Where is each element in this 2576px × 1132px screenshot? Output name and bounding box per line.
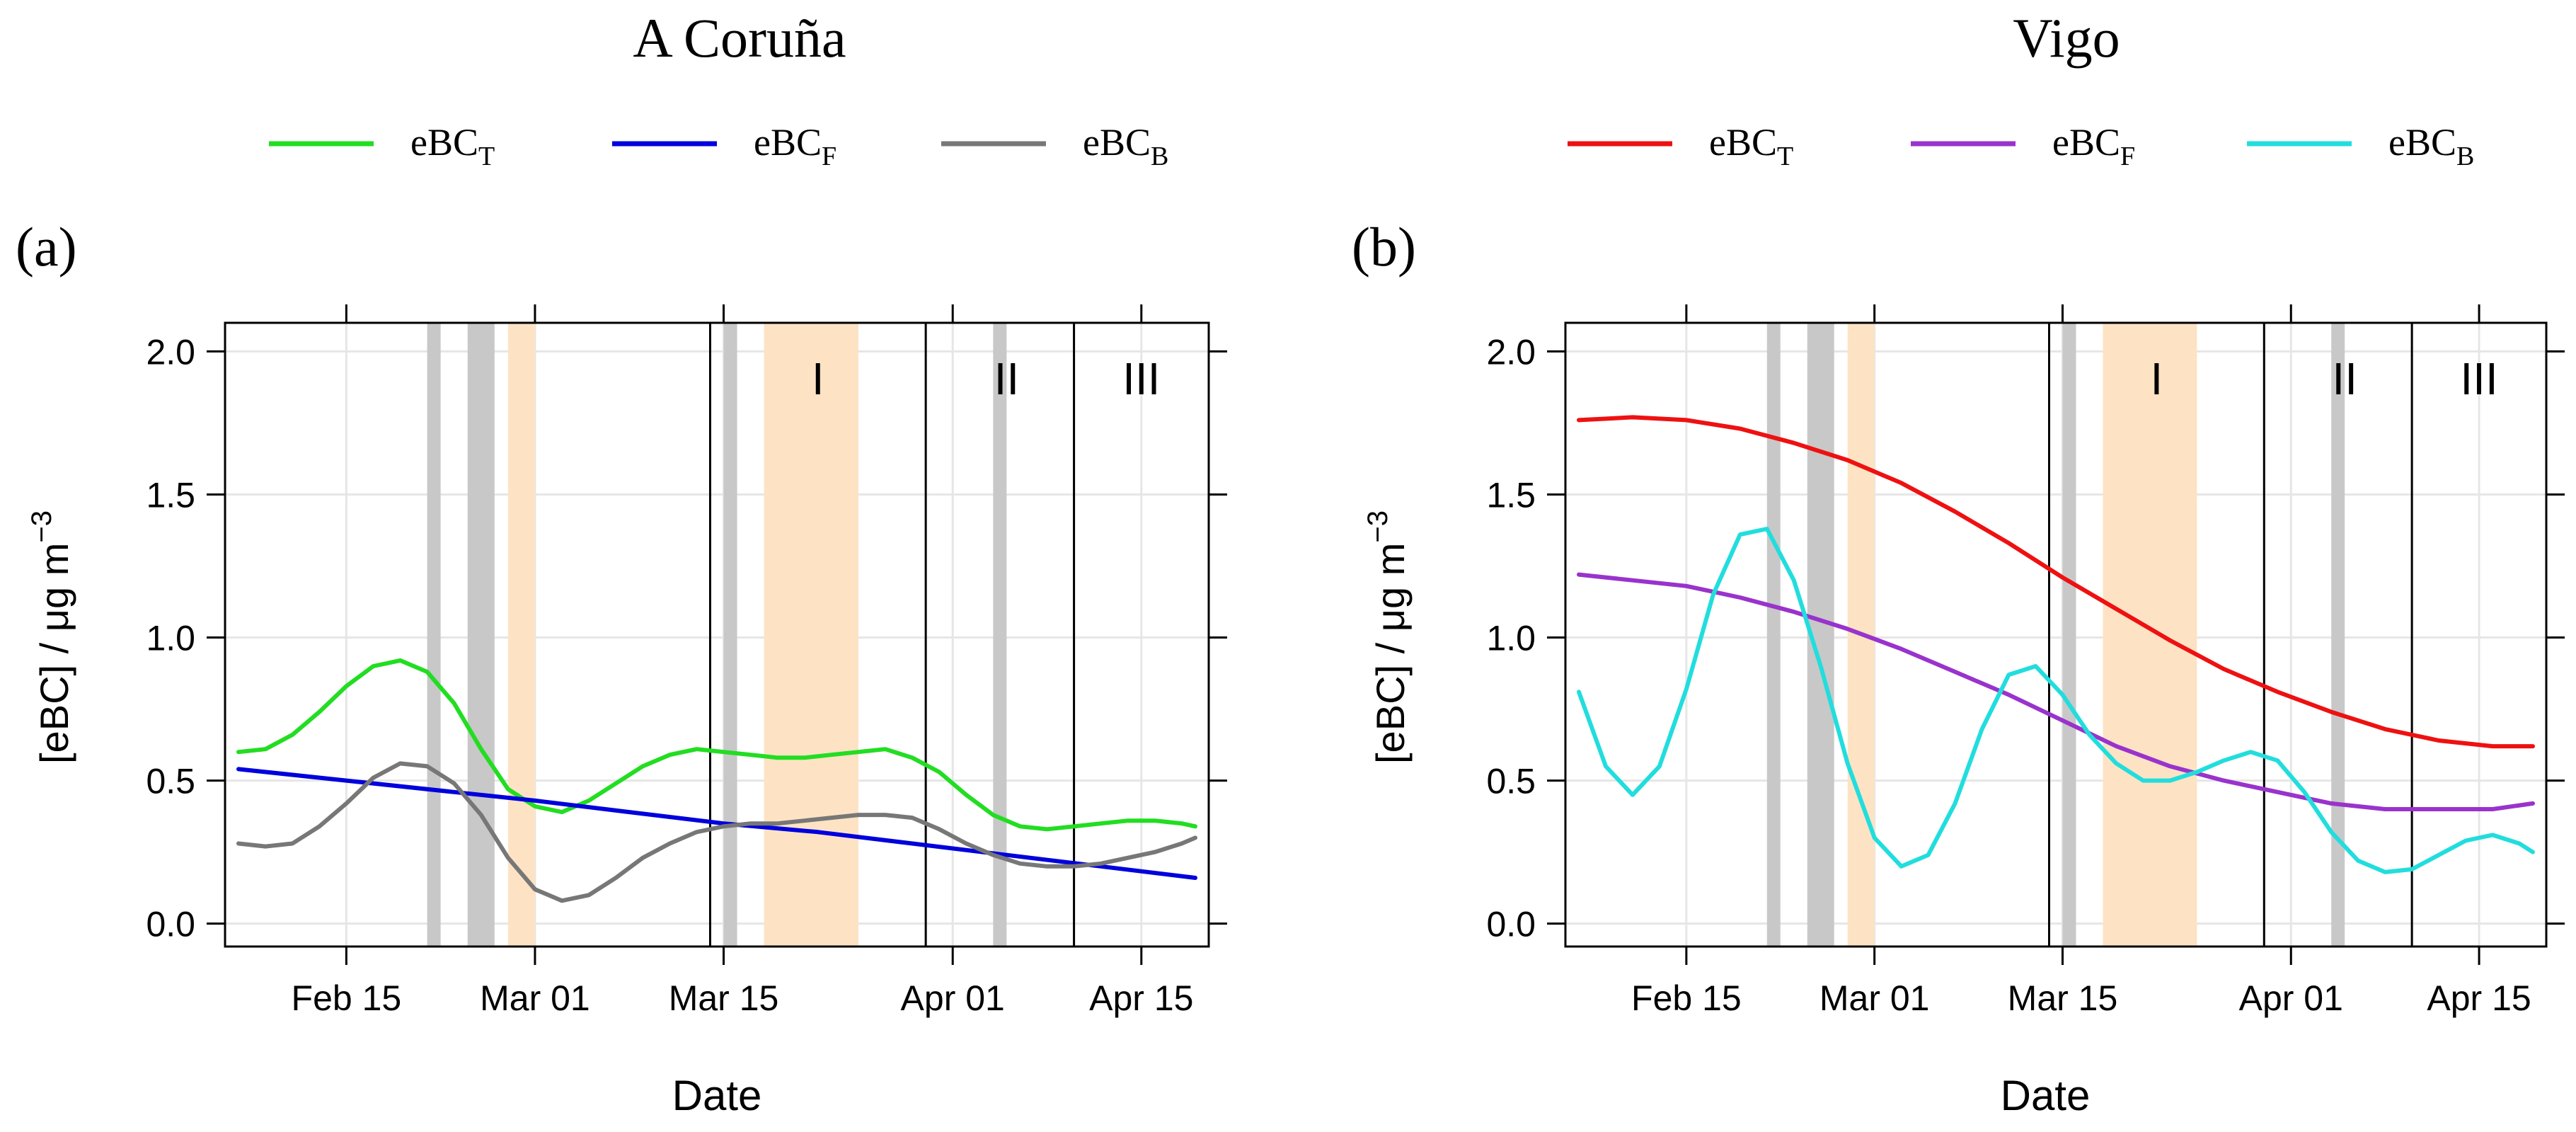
gray-band (993, 323, 1007, 947)
x-tick-label: Apr 15 (2427, 978, 2531, 1018)
legend-label-main: eBC (1083, 121, 1151, 164)
event-bands (1766, 323, 2345, 947)
x-tick-label: Mar 15 (2008, 978, 2118, 1018)
legend-label-eBCT: eBCT (1709, 121, 1793, 171)
orange-band (764, 323, 858, 947)
orange-band (507, 323, 535, 947)
legend-label-main: eBC (410, 121, 478, 164)
y-axis-label: [eBC] / μg m−3 (1362, 510, 1413, 764)
period-label: I (812, 353, 824, 404)
panel-label: (b) (1352, 216, 1416, 278)
series-line-eBCB (1577, 527, 2535, 874)
legend-label-main: eBC (2052, 121, 2120, 164)
legend-label-eBCB: eBCB (2388, 121, 2474, 171)
gray-band (2331, 323, 2345, 947)
y-tick-label: 0.5 (1486, 762, 1536, 801)
y-tick-label: 0.0 (146, 905, 195, 944)
x-tick-label: Apr 15 (1089, 978, 1193, 1018)
series-line-eBCT (1577, 415, 2535, 749)
legend-label-main: eBC (1709, 121, 1777, 164)
gray-band (2062, 323, 2076, 947)
y-tick-label: 2.0 (146, 332, 195, 372)
legend-label-main: eBC (754, 121, 822, 164)
legend-label-sub: F (822, 142, 836, 171)
series-lines (236, 658, 1197, 903)
event-bands (427, 323, 1007, 947)
x-tick-label: Apr 01 (2239, 978, 2343, 1018)
plot-frame (1564, 321, 2548, 948)
legend-label-eBCT: eBCT (410, 121, 495, 171)
y-axis-label-main: [eBC] / μg m (32, 543, 76, 764)
series-line-eBCF (1577, 572, 2535, 811)
orange-band (2103, 323, 2197, 947)
x-tick-label: Apr 01 (901, 978, 1005, 1018)
y-axis-label-sup: −3 (26, 510, 57, 543)
legend-label-eBCF: eBCF (2052, 121, 2135, 171)
period-label: I (2151, 353, 2163, 404)
x-tick-label: Mar 01 (1819, 978, 1930, 1018)
y-tick-label: 1.0 (1486, 619, 1536, 658)
y-axis-label: [eBC] / μg m−3 (26, 510, 76, 764)
legend-label-eBCF: eBCF (754, 121, 836, 171)
legend: eBCT eBCF eBCB (269, 121, 1168, 171)
x-tick-label: Feb 15 (292, 978, 402, 1018)
y-axis-label-sup: −3 (1362, 510, 1393, 543)
x-tick-label: Feb 15 (1631, 978, 1742, 1018)
period-label: II (994, 353, 1020, 404)
y-tick-label: 1.5 (146, 475, 195, 515)
gray-band (723, 323, 737, 947)
gray-band (467, 323, 495, 947)
legend-label-sub: T (1777, 142, 1793, 171)
legend-label-eBCB: eBCB (1083, 121, 1168, 171)
chart-title: A Coruña (633, 7, 846, 69)
y-tick-label: 0.5 (146, 762, 195, 801)
x-axis-label: Date (2001, 1072, 2091, 1119)
series-lines (1577, 415, 2535, 874)
x-tick-label: Mar 15 (669, 978, 779, 1018)
legend-label-sub: F (2120, 142, 2135, 171)
chart-title: Vigo (2013, 7, 2120, 69)
panel-label: (a) (16, 216, 77, 278)
series-line-eBCF (236, 767, 1197, 880)
legend-label-sub: B (2456, 142, 2474, 171)
y-tick-label: 1.0 (146, 619, 195, 658)
x-tick-label: Mar 01 (480, 978, 590, 1018)
legend-label-main: eBC (2388, 121, 2456, 164)
gray-band (427, 323, 441, 947)
period-label: III (1122, 353, 1160, 404)
period-label: III (2460, 353, 2497, 404)
legend-label-sub: B (1151, 142, 1168, 171)
y-axis-label-main: [eBC] / μg m (1368, 543, 1413, 764)
period-label: II (2332, 353, 2357, 404)
x-axis-label: Date (672, 1072, 762, 1119)
gray-band (1766, 323, 1781, 947)
legend-label-sub: T (478, 142, 495, 171)
y-tick-label: 1.5 (1486, 475, 1536, 515)
series-line-eBCT (236, 658, 1197, 832)
y-tick-label: 2.0 (1486, 332, 1536, 372)
plot-frame (224, 321, 1210, 948)
series-line-eBCB (236, 761, 1197, 903)
legend: eBCT eBCF eBCB (1568, 121, 2474, 171)
y-tick-label: 0.0 (1486, 905, 1536, 944)
